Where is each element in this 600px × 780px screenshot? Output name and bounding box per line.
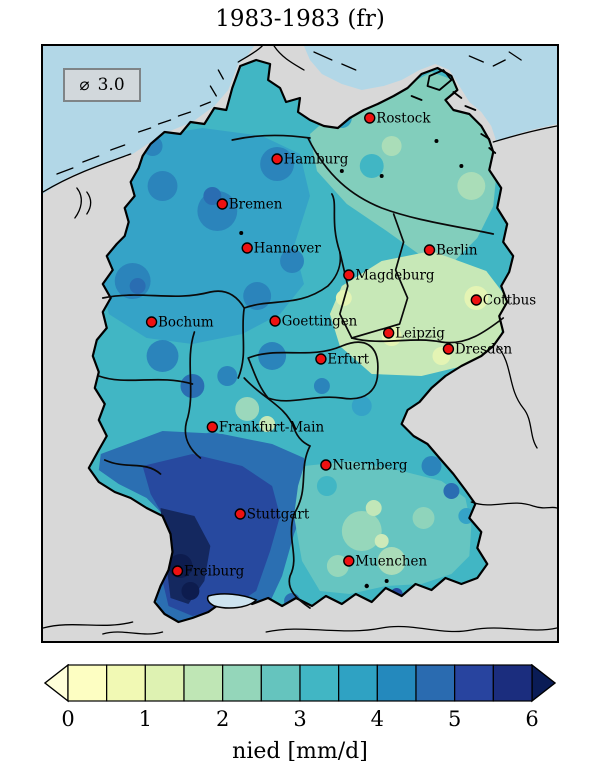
- city-muenchen: Muenchen: [343, 553, 427, 570]
- city-label: Hannover: [254, 240, 322, 256]
- city-label: Hamburg: [284, 151, 349, 167]
- colorbar-segment: [299, 664, 340, 702]
- city-berlin: Berlin: [423, 242, 478, 259]
- city-marker: [216, 198, 228, 210]
- city-label: Freiburg: [184, 563, 245, 579]
- city-label: Leipzig: [395, 325, 445, 341]
- city-label: Goettingen: [282, 313, 358, 329]
- city-bremen: Bremen: [216, 196, 283, 213]
- city-frankfurt-main: Frankfurt-Main: [206, 419, 325, 436]
- city-marker: [343, 269, 355, 281]
- city-marker: [171, 565, 184, 577]
- city-marker: [234, 508, 246, 520]
- city-stuttgart: Stuttgart: [234, 506, 310, 523]
- colorbar-segments: [44, 664, 556, 703]
- city-marker: [145, 316, 158, 328]
- city-marker: [423, 244, 436, 256]
- small-lakes: [239, 139, 464, 589]
- city-leipzig: Leipzig: [382, 325, 445, 342]
- city-erfurt: Erfurt: [315, 351, 370, 368]
- mean-value-badge: ⌀ 3.0: [63, 68, 141, 102]
- colorbar-ticks: 0 1 2 3 4 5 6: [61, 707, 538, 731]
- city-label: Bochum: [158, 314, 214, 330]
- city-label: Nuernberg: [332, 457, 407, 473]
- colorbar-segment: [454, 664, 494, 702]
- colorbar-tick-label: 3: [293, 707, 306, 731]
- colorbar-segment: [415, 664, 456, 702]
- colorbar: 0 1 2 3 4 5 6 nied [mm/d]: [44, 664, 556, 764]
- city-nuernberg: Nuernberg: [320, 457, 408, 474]
- state-borders: [97, 134, 505, 609]
- foreign-borders: [43, 46, 557, 635]
- city-cottbus: Cottbus: [470, 292, 536, 309]
- city-marker: [382, 327, 395, 339]
- city-label: Bremen: [229, 196, 283, 212]
- city-marker: [269, 315, 281, 327]
- baltic-islands: [410, 69, 497, 154]
- city-label: Dresden: [455, 341, 513, 357]
- colorbar-segment: [376, 664, 417, 702]
- colorbar-tick-label: 4: [371, 707, 384, 731]
- city-hannover: Hannover: [241, 240, 322, 257]
- colorbar-tick-label: 1: [139, 707, 152, 731]
- city-marker: [470, 294, 482, 306]
- colorbar-over-arrow: [531, 664, 556, 703]
- colorbar-tick-label: 0: [61, 707, 74, 731]
- city-dresden: Dresden: [442, 341, 513, 358]
- colorbar-segment: [492, 664, 533, 702]
- city-label: Frankfurt-Main: [219, 419, 325, 435]
- colorbar-segment: [106, 664, 146, 702]
- city-bochum: Bochum: [145, 314, 214, 331]
- city-marker: [315, 353, 327, 365]
- map-canvas: Rostock Hamburg Bremen Hannover BerlinMagdeb…: [43, 46, 557, 641]
- city-label: Cottbus: [483, 292, 536, 308]
- colorbar-segment: [67, 664, 108, 702]
- lake-constance: [206, 593, 258, 609]
- city-marker: [364, 112, 376, 124]
- city-hamburg: Hamburg: [271, 151, 349, 168]
- city-marker: [206, 421, 219, 433]
- city-marker: [241, 242, 253, 254]
- city-label: Muenchen: [355, 553, 427, 569]
- city-label: Erfurt: [327, 351, 369, 367]
- city-label: Magdeburg: [355, 267, 435, 283]
- city-freiburg: Freiburg: [171, 563, 245, 580]
- mean-value: 3.0: [97, 75, 125, 95]
- city-label: Rostock: [376, 110, 431, 126]
- city-rostock: Rostock: [364, 110, 431, 127]
- city-goettingen: Goettingen: [269, 313, 358, 330]
- cities-layer: Rostock Hamburg Bremen Hannover BerlinMagdeb…: [145, 110, 536, 580]
- mean-symbol: ⌀: [79, 75, 90, 95]
- colorbar-label: nied [mm/d]: [232, 739, 368, 764]
- colorbar-segment: [144, 664, 185, 702]
- colorbar-tick-label: 2: [216, 707, 229, 731]
- city-marker: [320, 459, 332, 471]
- city-label: Berlin: [436, 242, 478, 258]
- city-label: Stuttgart: [247, 506, 310, 522]
- colorbar-canvas: 0 1 2 3 4 5 6 nied [mm/d]: [44, 664, 556, 764]
- city-marker: [271, 153, 283, 165]
- colorbar-tick-label: 6: [525, 707, 538, 731]
- colorbar-segment: [222, 664, 262, 702]
- colorbar-segment: [183, 664, 224, 702]
- city-magdeburg: Magdeburg: [343, 267, 435, 284]
- colorbar-segment: [338, 664, 378, 702]
- city-marker: [442, 343, 455, 355]
- figure-title: 1983-1983 (fr): [215, 6, 385, 32]
- germany-precipitation-map: Rostock Hamburg Bremen Hannover Berlin Magdeb…: [41, 44, 559, 643]
- colorbar-tick-label: 5: [448, 707, 461, 731]
- germany-border: [87, 58, 515, 624]
- city-marker: [343, 555, 355, 567]
- colorbar-segment: [260, 664, 301, 702]
- colorbar-under-arrow: [44, 664, 69, 703]
